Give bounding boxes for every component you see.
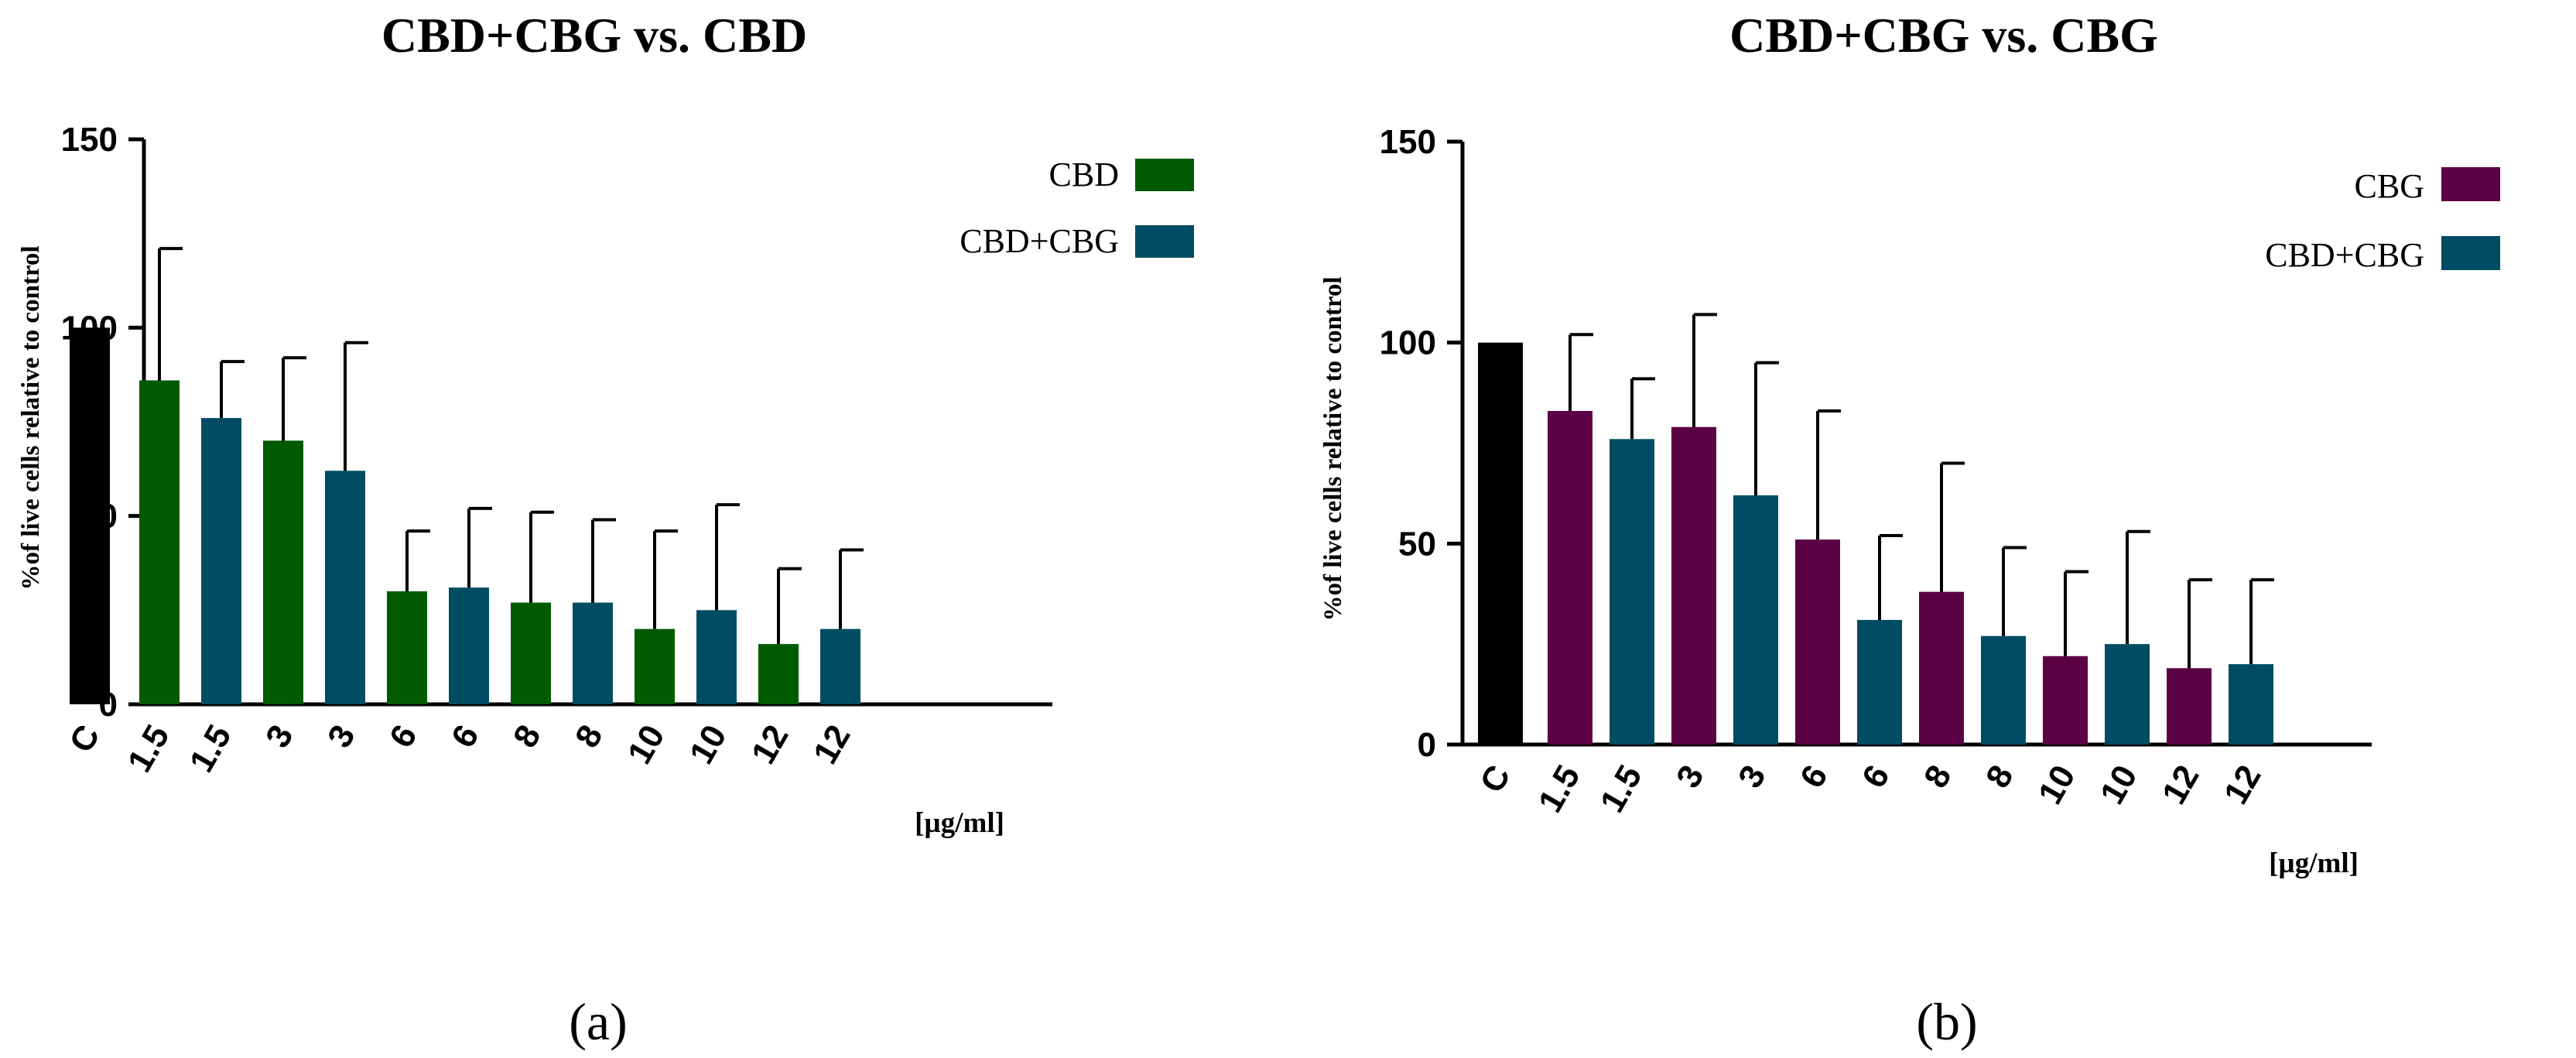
chart-b-bar-0 — [1478, 342, 1523, 745]
chart-a-bar-9 — [635, 628, 675, 704]
chart-b-xtick-label-2: 1.5 — [1593, 759, 1650, 819]
chart-a-bar-0 — [70, 327, 110, 704]
chart-a-bar-10 — [696, 610, 737, 704]
chart-b-bar-5 — [1795, 539, 1840, 745]
chart-b-xtick-label-4: 3 — [1731, 759, 1774, 795]
chart-b-xtick-label-5: 6 — [1793, 759, 1835, 795]
chart-b-x-unit: [µg/ml] — [2269, 847, 2359, 879]
chart-b-xtick-label-3: 3 — [1669, 759, 1712, 795]
chart-b-xtick-label-11: 12 — [2155, 759, 2207, 811]
chart-b: CBD+CBG vs. CBG %of live cells relative … — [1319, 8, 2500, 1051]
chart-a: CBD+CBG vs. CBD %of live cells relative … — [17, 8, 1194, 1051]
chart-a-bar-8 — [573, 602, 613, 704]
chart-a-xtick-label-2: 1.5 — [183, 719, 239, 779]
chart-b-legend-swatch-0 — [2441, 167, 2500, 201]
chart-b-ylabel: %of live cells relative to control — [1319, 276, 1347, 621]
chart-b-bar-4 — [1733, 495, 1778, 745]
chart-b-bar-3 — [1671, 426, 1716, 745]
chart-a-bars — [70, 247, 864, 704]
chart-b-bar-7 — [1919, 591, 1964, 745]
chart-b-xticks: C 1.5 1.5 3 3 6 6 8 8 10 10 12 12 — [1473, 759, 2268, 819]
chart-a-ytick-label-3: 150 — [61, 121, 118, 159]
chart-a-legend: CBD CBD+CBG — [960, 156, 1194, 260]
chart-a-bar-11 — [758, 644, 799, 704]
chart-b-legend-label-1: CBD+CBG — [2265, 236, 2424, 274]
chart-b-bar-11 — [2167, 668, 2212, 745]
chart-a-xtick-label-10: 10 — [682, 719, 734, 771]
chart-b-title: CBD+CBG vs. CBG — [1729, 8, 2158, 63]
chart-b-xtick-label-6: 6 — [1855, 759, 1897, 795]
chart-a-bar-2 — [201, 418, 241, 704]
chart-b-bars — [1478, 313, 2274, 745]
chart-a-legend-swatch-0 — [1135, 159, 1194, 191]
chart-b-bar-1 — [1548, 410, 1592, 745]
chart-a-bar-6 — [449, 587, 489, 704]
chart-a-xtick-label-9: 10 — [621, 719, 672, 771]
chart-b-bar-10 — [2105, 644, 2150, 745]
chart-b-xtick-label-8: 8 — [1979, 759, 2021, 795]
chart-b-ytick-label-3: 150 — [1380, 123, 1436, 161]
chart-b-bar-6 — [1857, 620, 1902, 745]
chart-b-panel-label: (b) — [1916, 992, 1977, 1051]
chart-a-legend-swatch-1 — [1135, 225, 1194, 258]
chart-b-bar-12 — [2229, 664, 2273, 745]
chart-b-ytick-label-2: 100 — [1380, 324, 1436, 362]
chart-b-yticks: 0 50 100 150 — [1380, 123, 1462, 764]
chart-a-ylabel: %of live cells relative to control — [17, 245, 45, 590]
chart-b-bar-2 — [1610, 439, 1654, 745]
chart-b-legend-label-0: CBG — [2355, 167, 2424, 205]
chart-b-legend-swatch-1 — [2441, 236, 2500, 270]
chart-b-xtick-label-7: 8 — [1917, 759, 1959, 795]
chart-a-bar-1 — [139, 380, 180, 704]
chart-a-xtick-label-8: 8 — [568, 719, 611, 755]
chart-a-bar-3 — [263, 440, 303, 704]
chart-b-xtick-label-0: C — [1473, 759, 1517, 799]
chart-b-xtick-label-1: 1.5 — [1531, 759, 1588, 819]
chart-a-title: CBD+CBG vs. CBD — [381, 8, 807, 63]
chart-a-bar-4 — [325, 471, 365, 704]
chart-a-legend-label-1: CBD+CBG — [960, 222, 1119, 260]
chart-b-bar-9 — [2043, 656, 2088, 745]
chart-a-panel-label: (a) — [569, 992, 627, 1051]
chart-a-x-unit: [µg/ml] — [915, 807, 1004, 839]
chart-b-ytick-label-0: 0 — [1418, 726, 1436, 764]
chart-a-xtick-label-4: 3 — [320, 719, 363, 755]
chart-a-xtick-label-12: 12 — [806, 719, 858, 771]
chart-a-xtick-label-3: 3 — [258, 719, 301, 755]
chart-b-legend: CBG CBD+CBG — [2265, 167, 2500, 274]
chart-a-xtick-label-7: 8 — [506, 719, 549, 755]
chart-a-xtick-label-0: C — [62, 719, 107, 759]
chart-a-legend-label-0: CBD — [1049, 156, 1119, 193]
chart-a-bar-7 — [511, 602, 551, 704]
chart-b-bar-8 — [1981, 635, 2026, 745]
chart-b-ytick-label-1: 50 — [1398, 525, 1436, 563]
chart-b-xtick-label-10: 10 — [2093, 759, 2145, 811]
chart-b-xtick-label-12: 12 — [2217, 759, 2269, 811]
chart-b-xtick-label-9: 10 — [2031, 759, 2083, 811]
chart-a-bar-5 — [387, 591, 427, 704]
chart-a-xtick-label-6: 6 — [444, 719, 487, 755]
chart-a-xtick-label-5: 6 — [382, 719, 425, 755]
chart-a-bar-12 — [820, 628, 860, 704]
chart-a-xtick-label-11: 12 — [744, 719, 796, 771]
chart-a-xticks: C 1.5 1.5 3 3 6 6 8 8 10 10 12 12 — [62, 719, 857, 779]
chart-a-xtick-label-1: 1.5 — [121, 719, 177, 779]
